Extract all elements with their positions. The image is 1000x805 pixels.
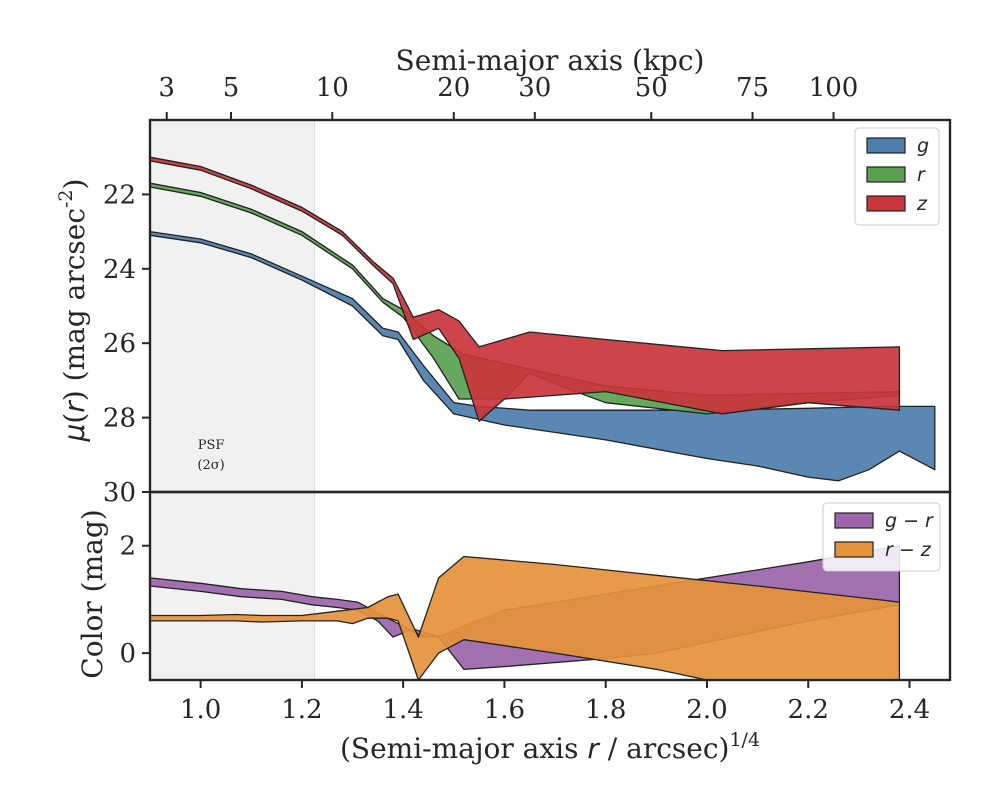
- kpc-axis-title: Semi-major axis (kpc): [396, 44, 705, 77]
- x-tick-label: 2.2: [788, 695, 829, 725]
- surface-brightness-legend-label: r: [917, 164, 926, 186]
- kpc-tick-label: 100: [809, 73, 859, 103]
- surface-brightness-bands: [150, 156, 936, 482]
- x-tick-label: 2.4: [889, 695, 930, 725]
- color-y-tick-label: 0: [119, 639, 136, 669]
- x-tick-label: 2.0: [686, 695, 727, 725]
- surface-brightness-legend-label: g: [917, 135, 929, 157]
- x-tick-label: 1.6: [484, 695, 525, 725]
- x-tick-label: 1.4: [382, 695, 423, 725]
- kpc-tick-label: 10: [316, 73, 349, 103]
- kpc-tick-label: 5: [223, 73, 240, 103]
- kpc-tick-label: 50: [635, 73, 668, 103]
- kpc-tick-label: 3: [158, 73, 175, 103]
- surface-brightness-legend-swatch: [866, 166, 906, 183]
- color-bands: [150, 545, 901, 680]
- x-tick-label: 1.8: [585, 695, 626, 725]
- psf-label-line1: PSF: [198, 438, 225, 453]
- surface-brightness-legend-swatch: [866, 137, 906, 154]
- x-tick-label: 1.0: [180, 695, 221, 725]
- kpc-tick-label: 20: [437, 73, 470, 103]
- surface-brightness-band-2: [150, 156, 901, 422]
- color-band-1: [150, 555, 901, 680]
- y-tick-label: 26: [103, 329, 136, 359]
- psf-label-line2: (2σ): [197, 458, 224, 473]
- x-axis-title: (Semi-major axis r / arcsec)1/4: [340, 729, 760, 765]
- surface-brightness-legend-label: z: [916, 193, 928, 215]
- y-tick-label: 24: [103, 255, 136, 285]
- y-axis-title: μ(r) (mag arcsec-2): [55, 179, 91, 443]
- color-legend-label: r − z: [885, 539, 932, 561]
- surface-brightness-legend-swatch: [866, 195, 906, 212]
- y-tick-label: 22: [103, 180, 136, 210]
- color-legend-swatch: [834, 541, 874, 558]
- color-y-axis-title: Color (mag): [76, 509, 109, 678]
- color-legend-label: g − r: [885, 510, 934, 532]
- color-y-tick-label: 2: [119, 532, 136, 562]
- surface-brightness-band-0: [150, 230, 936, 482]
- color-legend-swatch: [834, 512, 874, 529]
- kpc-tick-label: 75: [736, 73, 769, 103]
- y-tick-label: 28: [103, 404, 136, 434]
- bottom-panel-frame: [148, 490, 952, 682]
- y-tick-label: 30: [103, 478, 136, 508]
- kpc-tick-label: 30: [518, 73, 551, 103]
- x-tick-label: 1.2: [281, 695, 322, 725]
